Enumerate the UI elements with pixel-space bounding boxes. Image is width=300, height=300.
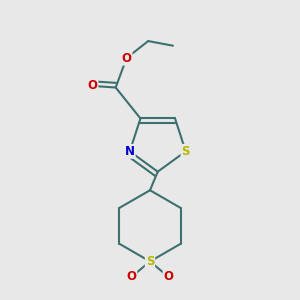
Text: S: S xyxy=(182,145,190,158)
Text: O: O xyxy=(88,80,98,92)
Text: N: N xyxy=(125,145,135,158)
Text: S: S xyxy=(146,255,154,268)
Text: O: O xyxy=(164,270,174,284)
Text: O: O xyxy=(122,52,131,64)
Text: O: O xyxy=(126,270,136,284)
